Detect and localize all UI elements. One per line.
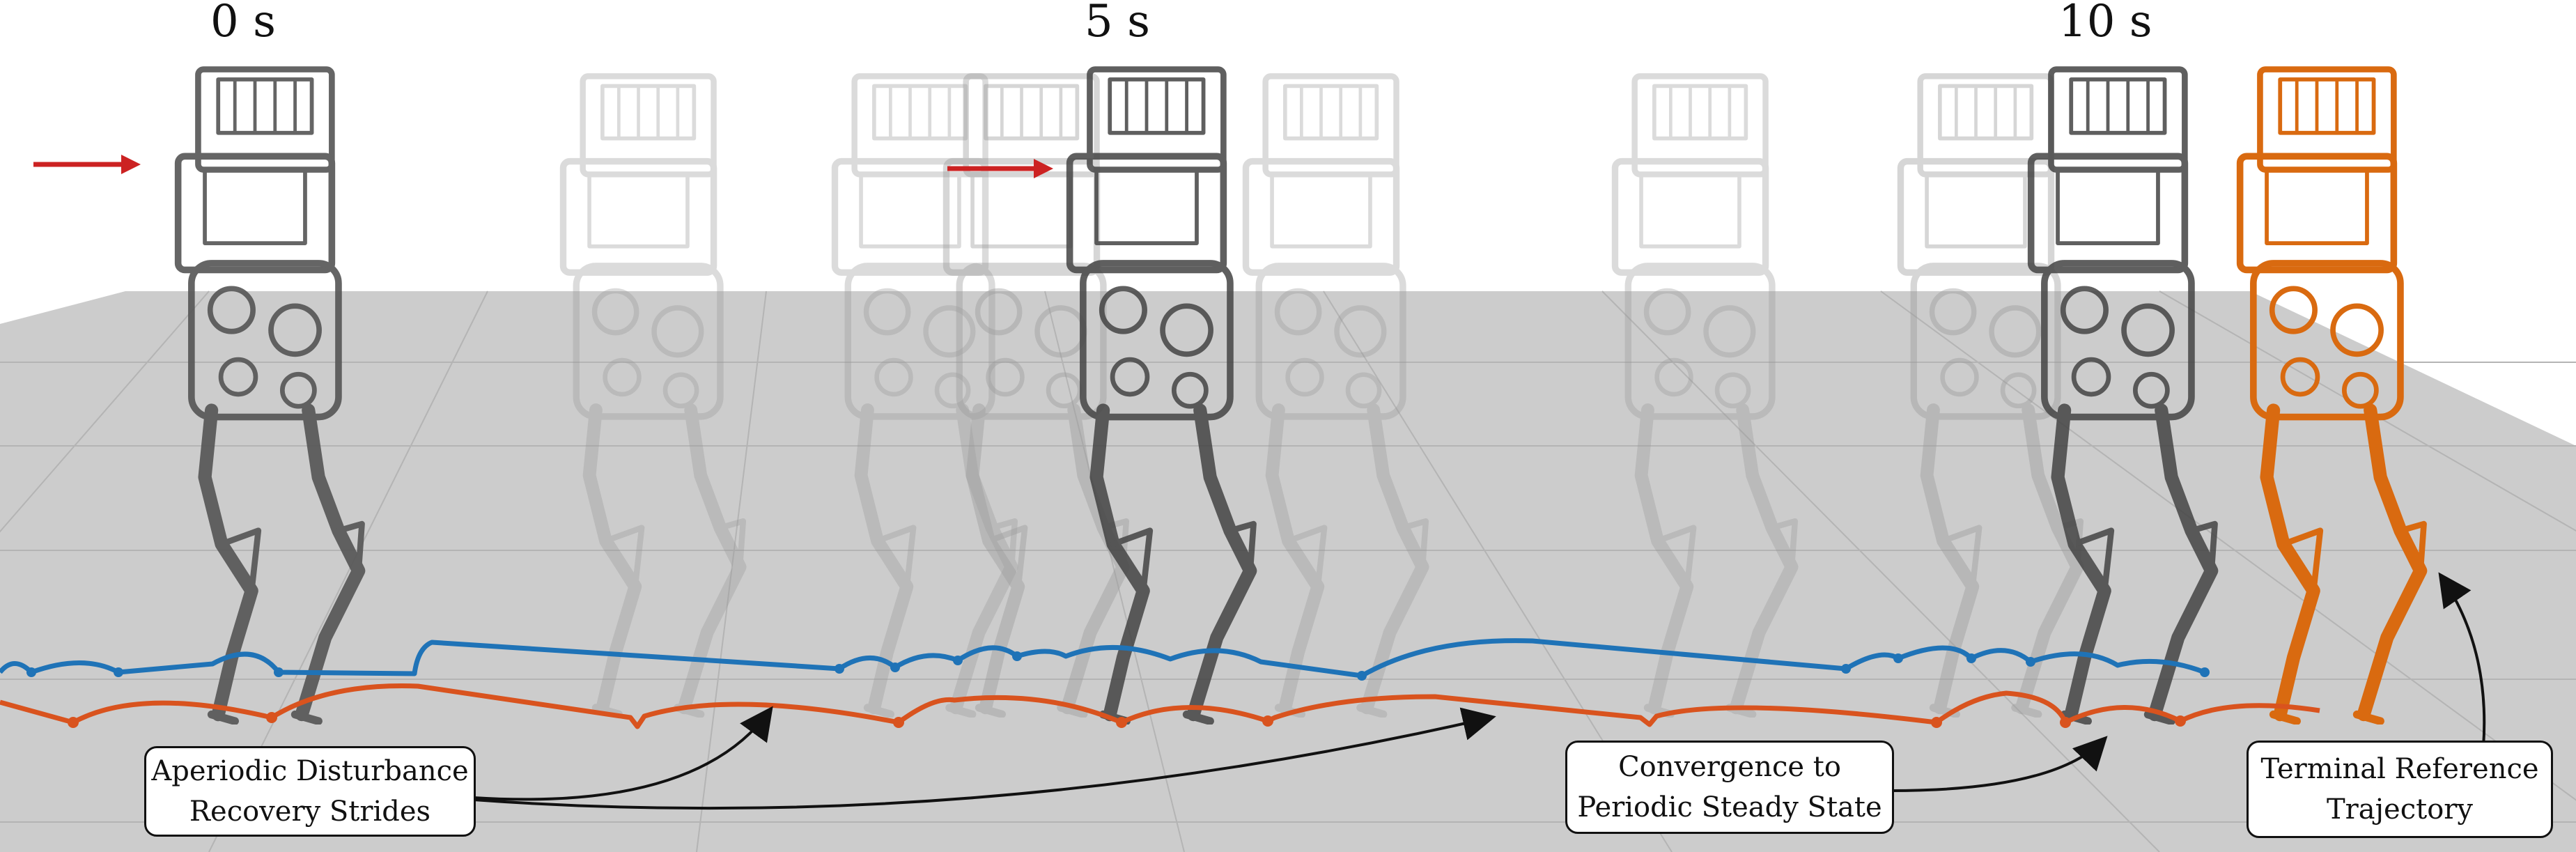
time-label-5s: 5 s xyxy=(1085,0,1150,47)
footstep-markers xyxy=(68,712,2186,728)
callout-line: Terminal Reference xyxy=(2260,753,2539,785)
time-label-0s: 0 s xyxy=(210,0,276,47)
callout-line: Aperiodic Disturbance xyxy=(151,755,469,787)
callout-line: Trajectory xyxy=(2327,793,2473,826)
callout-line: Periodic Steady State xyxy=(1577,791,1882,823)
annotation-arrows xyxy=(473,572,2486,810)
callout-line: Convergence to xyxy=(1618,751,1841,783)
callout-line: Recovery Strides xyxy=(189,796,431,828)
footstep-markers xyxy=(26,651,2210,681)
blue-foot-trajectory xyxy=(0,638,2206,679)
callout-convergence: Convergence to Periodic Steady State xyxy=(1565,741,1894,834)
callout-terminal-reference: Terminal Reference Trajectory xyxy=(2247,741,2553,838)
callout-aperiodic-recovery: Aperiodic Disturbance Recovery Strides xyxy=(144,746,476,837)
orange-foot-trajectory xyxy=(0,683,2320,729)
time-label-10s: 10 s xyxy=(2058,0,2152,47)
